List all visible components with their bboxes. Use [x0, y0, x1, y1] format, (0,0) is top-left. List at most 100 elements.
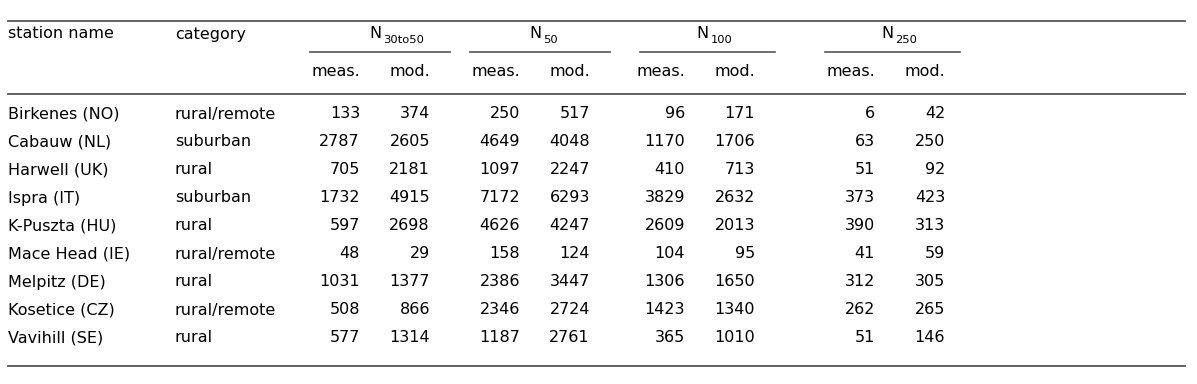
Text: 365: 365 [655, 331, 685, 346]
Text: station name: station name [8, 26, 114, 41]
Text: 1031: 1031 [320, 275, 360, 290]
Text: 6: 6 [865, 106, 875, 121]
Text: 390: 390 [845, 218, 875, 233]
Text: 51: 51 [855, 331, 875, 346]
Text: Melpitz (DE): Melpitz (DE) [8, 275, 105, 290]
Text: mod.: mod. [389, 65, 430, 79]
Text: category: category [175, 26, 247, 41]
Text: 6293: 6293 [549, 190, 590, 205]
Text: 250: 250 [895, 35, 917, 45]
Text: 104: 104 [655, 247, 685, 262]
Text: 1187: 1187 [479, 331, 519, 346]
Text: 4649: 4649 [480, 134, 519, 149]
Text: 597: 597 [329, 218, 360, 233]
Text: 2632: 2632 [715, 190, 755, 205]
Text: rural: rural [175, 331, 213, 346]
Text: 1423: 1423 [644, 303, 685, 318]
Text: 250: 250 [915, 134, 944, 149]
Text: 51: 51 [855, 162, 875, 177]
Text: 374: 374 [400, 106, 430, 121]
Text: 50: 50 [543, 35, 558, 45]
Text: 171: 171 [724, 106, 755, 121]
Text: 1340: 1340 [715, 303, 755, 318]
Text: meas.: meas. [311, 65, 360, 79]
Text: 313: 313 [915, 218, 944, 233]
Text: 3447: 3447 [549, 275, 590, 290]
Text: Kosetice (CZ): Kosetice (CZ) [8, 303, 115, 318]
Text: 713: 713 [724, 162, 755, 177]
Text: 373: 373 [845, 190, 875, 205]
Text: N: N [881, 26, 894, 41]
Text: 48: 48 [340, 247, 360, 262]
Text: Birkenes (NO): Birkenes (NO) [8, 106, 120, 121]
Text: Mace Head (IE): Mace Head (IE) [8, 247, 130, 262]
Text: suburban: suburban [175, 190, 251, 205]
Text: mod.: mod. [715, 65, 755, 79]
Text: 866: 866 [400, 303, 430, 318]
Text: Harwell (UK): Harwell (UK) [8, 162, 109, 177]
Text: 2761: 2761 [549, 331, 590, 346]
Text: 59: 59 [925, 247, 944, 262]
Text: 63: 63 [855, 134, 875, 149]
Text: Ispra (IT): Ispra (IT) [8, 190, 80, 205]
Text: 96: 96 [664, 106, 685, 121]
Text: 2247: 2247 [549, 162, 590, 177]
Text: 2787: 2787 [320, 134, 360, 149]
Text: rural: rural [175, 275, 213, 290]
Text: 508: 508 [329, 303, 360, 318]
Text: 250: 250 [490, 106, 519, 121]
Text: 92: 92 [925, 162, 944, 177]
Text: 1306: 1306 [644, 275, 685, 290]
Text: 29: 29 [409, 247, 430, 262]
Text: 2386: 2386 [480, 275, 519, 290]
Text: 30to50: 30to50 [383, 35, 424, 45]
Text: 95: 95 [735, 247, 755, 262]
Text: 4626: 4626 [480, 218, 519, 233]
Text: 1377: 1377 [389, 275, 430, 290]
Text: suburban: suburban [175, 134, 251, 149]
Text: 423: 423 [915, 190, 944, 205]
Text: mod.: mod. [904, 65, 944, 79]
Text: 4247: 4247 [549, 218, 590, 233]
Text: N: N [697, 26, 709, 41]
Text: 262: 262 [845, 303, 875, 318]
Text: 1010: 1010 [715, 331, 755, 346]
Text: mod.: mod. [549, 65, 590, 79]
Text: 312: 312 [845, 275, 875, 290]
Text: 2724: 2724 [549, 303, 590, 318]
Text: 265: 265 [915, 303, 944, 318]
Text: rural/remote: rural/remote [175, 303, 277, 318]
Text: 2698: 2698 [389, 218, 430, 233]
Text: 146: 146 [915, 331, 944, 346]
Text: 705: 705 [329, 162, 360, 177]
Text: 1706: 1706 [715, 134, 755, 149]
Text: K-Puszta (HU): K-Puszta (HU) [8, 218, 116, 233]
Text: 1650: 1650 [715, 275, 755, 290]
Text: 124: 124 [559, 247, 590, 262]
Text: rural: rural [175, 162, 213, 177]
Text: 410: 410 [655, 162, 685, 177]
Text: Vavihill (SE): Vavihill (SE) [8, 331, 103, 346]
Text: 100: 100 [711, 35, 733, 45]
Text: meas.: meas. [826, 65, 875, 79]
Text: Cabauw (NL): Cabauw (NL) [8, 134, 111, 149]
Text: 4048: 4048 [549, 134, 590, 149]
Text: 2013: 2013 [715, 218, 755, 233]
Text: 158: 158 [490, 247, 519, 262]
Text: 1314: 1314 [389, 331, 430, 346]
Text: 41: 41 [855, 247, 875, 262]
Text: N: N [369, 26, 381, 41]
Text: rural/remote: rural/remote [175, 106, 277, 121]
Text: 2609: 2609 [644, 218, 685, 233]
Text: 3829: 3829 [644, 190, 685, 205]
Text: 7172: 7172 [479, 190, 519, 205]
Text: rural/remote: rural/remote [175, 247, 277, 262]
Text: 305: 305 [915, 275, 944, 290]
Text: 133: 133 [329, 106, 360, 121]
Text: 2605: 2605 [389, 134, 430, 149]
Text: N: N [529, 26, 541, 41]
Text: 1732: 1732 [320, 190, 360, 205]
Text: meas.: meas. [472, 65, 519, 79]
Text: 2346: 2346 [480, 303, 519, 318]
Text: 1170: 1170 [644, 134, 685, 149]
